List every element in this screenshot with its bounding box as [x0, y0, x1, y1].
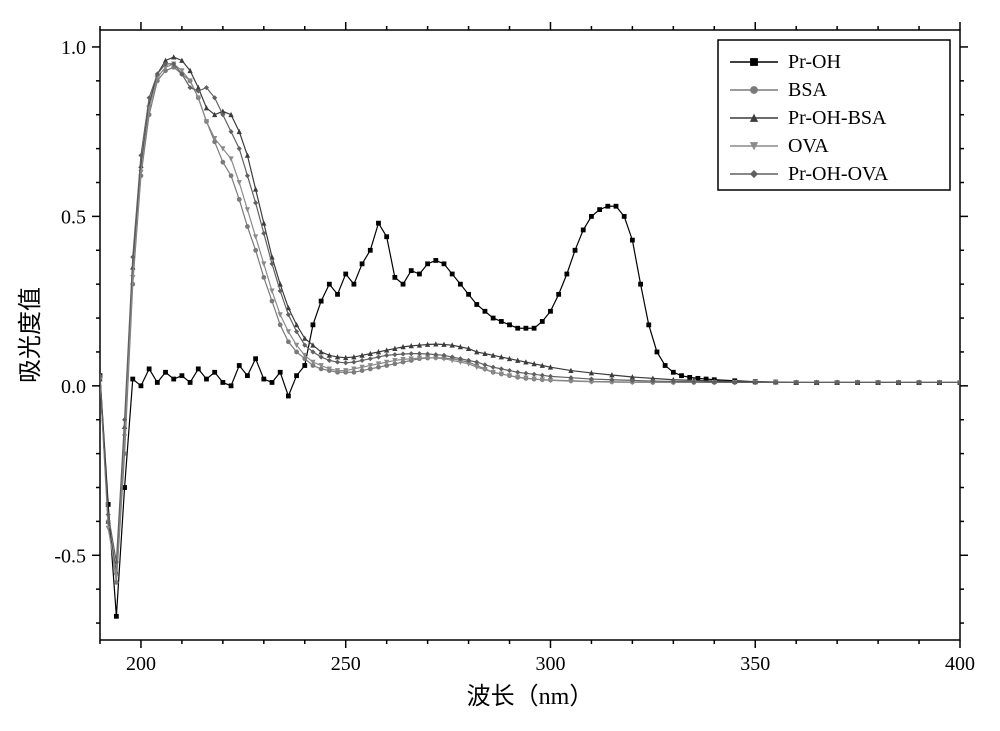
svg-text:1.0: 1.0: [61, 37, 86, 59]
chart-container: 200 250 300 350 400 -0.5 0.0 0.5 1.0 波长（nm） 吸光度值 Pr…: [0, 0, 1000, 731]
svg-text:吸光度值: 吸光度值: [17, 287, 44, 383]
legend-label: OVA: [788, 135, 829, 157]
svg-text:波长（nm）: 波长（nm）: [467, 683, 594, 710]
svg-text:300: 300: [535, 653, 565, 675]
legend-label: Pr-OH-BSA: [788, 107, 887, 129]
svg-text:0.0: 0.0: [61, 376, 86, 398]
series-Pr-OH: [98, 204, 962, 618]
svg-text:200: 200: [126, 653, 156, 675]
svg-text:350: 350: [740, 653, 770, 675]
svg-text:0.5: 0.5: [61, 206, 86, 228]
legend-label: Pr-OH: [788, 51, 841, 73]
svg-text:250: 250: [331, 653, 361, 675]
svg-text:-0.5: -0.5: [54, 545, 86, 567]
legend-label: Pr-OH-OVA: [788, 163, 889, 185]
spectrum-chart: 200 250 300 350 400 -0.5 0.0 0.5 1.0 波长（nm） 吸光度值 Pr…: [0, 0, 1000, 731]
legend-label: BSA: [788, 79, 827, 101]
svg-text:400: 400: [945, 653, 975, 675]
